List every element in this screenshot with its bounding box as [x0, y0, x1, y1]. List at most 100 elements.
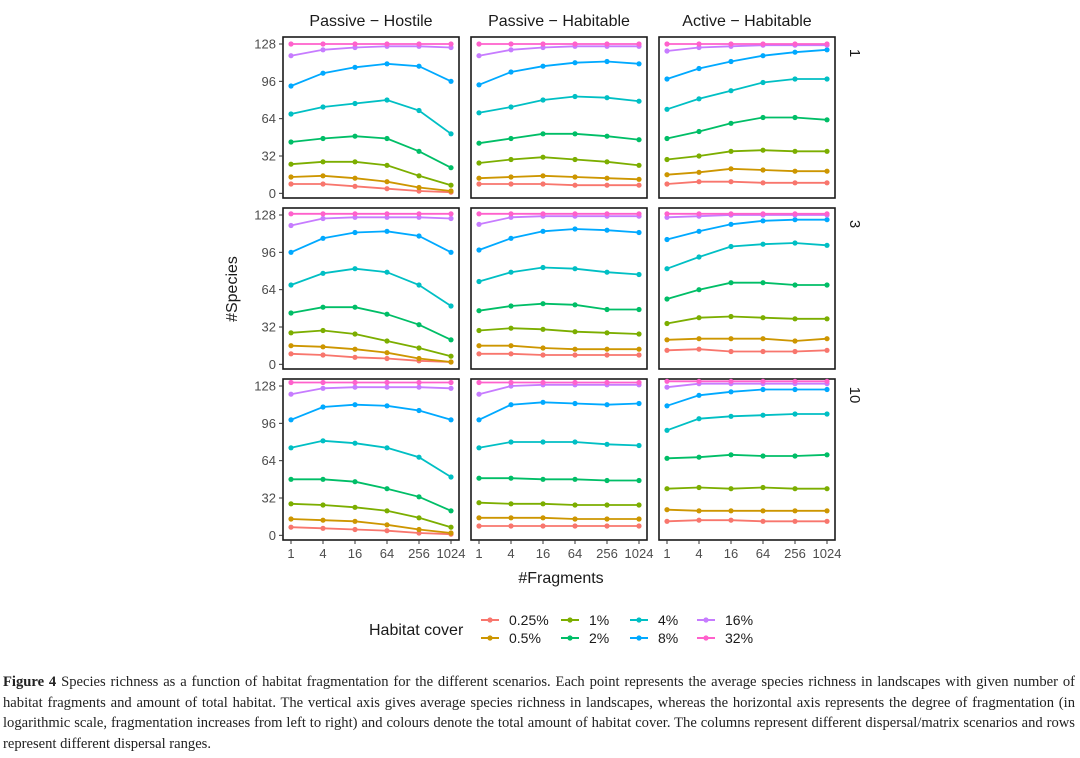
legend-entry-label: 16% [725, 612, 753, 628]
data-point [508, 501, 514, 507]
data-point [540, 515, 546, 521]
data-point [384, 228, 390, 234]
data-point [696, 65, 702, 72]
series-line-16% [290, 386, 452, 396]
figure-caption: Figure 4 Species richness as a function … [3, 672, 1075, 754]
data-point [288, 476, 294, 482]
data-point [792, 282, 798, 288]
data-point [696, 315, 702, 321]
data-point [728, 313, 734, 320]
data-point [448, 524, 454, 530]
data-point [760, 386, 766, 393]
data-point [352, 266, 358, 272]
data-point [476, 515, 482, 521]
data-point [824, 211, 830, 217]
series-line-0.25% [290, 352, 452, 363]
data-point [352, 518, 358, 524]
data-point [824, 347, 830, 353]
data-point [508, 47, 514, 53]
data-point [540, 131, 546, 137]
data-point [416, 526, 422, 533]
data-point [636, 523, 642, 529]
data-point [288, 330, 294, 336]
data-point [448, 379, 454, 386]
data-point [320, 385, 326, 391]
data-point [288, 53, 294, 59]
data-point [728, 452, 734, 458]
series-line-16% [666, 44, 827, 52]
data-point [540, 399, 546, 405]
data-point [664, 403, 670, 409]
y-tick-label: 0 [269, 528, 276, 543]
data-point [320, 270, 326, 276]
y-tick-label: 32 [262, 320, 276, 335]
series-line-1% [666, 149, 827, 161]
data-point [384, 311, 390, 317]
data-point [664, 337, 670, 343]
data-point [288, 516, 294, 522]
data-point [696, 169, 702, 175]
chart-panel [282, 36, 460, 199]
data-point [352, 64, 358, 70]
series-line-0.5% [479, 344, 639, 351]
data-point [664, 48, 670, 54]
data-point [508, 303, 514, 309]
data-point [636, 211, 642, 217]
y-tick-label: 128 [254, 37, 276, 52]
data-point [824, 508, 830, 514]
data-point [792, 453, 798, 459]
chart-panel [282, 207, 460, 370]
x-tick-label: 256 [408, 546, 430, 561]
series-line-0.5% [666, 167, 827, 176]
data-point [636, 271, 642, 278]
data-point [384, 211, 390, 217]
x-tick-label: 16 [348, 546, 362, 561]
series-line-2% [291, 478, 452, 512]
series-line-0.5% [290, 174, 452, 192]
facet-column-label: Active − Habitable [682, 13, 812, 30]
chart-panel [282, 378, 460, 541]
data-point [416, 148, 422, 154]
data-point [320, 47, 326, 53]
data-point [320, 70, 326, 76]
data-point [508, 135, 514, 142]
y-tick-label: 128 [254, 208, 276, 223]
y-axis-title: #Species [224, 256, 241, 322]
data-point [508, 402, 514, 408]
data-point [792, 508, 798, 514]
data-point [476, 308, 482, 314]
data-point [696, 378, 702, 384]
data-point [476, 140, 482, 146]
data-point [664, 384, 670, 390]
series-line-4% [290, 439, 452, 478]
x-tick-label: 1024 [625, 546, 654, 561]
data-point [664, 266, 670, 272]
data-point [416, 454, 422, 460]
data-point [604, 227, 610, 233]
data-point [540, 97, 546, 103]
data-point [352, 159, 358, 165]
data-point [792, 114, 798, 121]
x-tick-label: 16 [724, 546, 738, 561]
data-point [384, 97, 390, 103]
series-line-4% [666, 78, 827, 111]
data-point [604, 306, 610, 313]
data-point [572, 131, 578, 137]
data-point [320, 135, 326, 142]
series-line-2% [666, 453, 828, 460]
data-point [824, 518, 830, 524]
data-point [636, 400, 642, 407]
series-line-8% [666, 48, 828, 80]
data-point [384, 41, 390, 47]
data-point [572, 211, 578, 217]
series-line-2% [478, 132, 640, 145]
data-point [320, 379, 326, 386]
legend-entry-label: 2% [589, 630, 609, 646]
panel-border [658, 378, 836, 541]
series-line-2% [290, 306, 452, 341]
data-point [540, 264, 546, 271]
x-tick-label: 1024 [437, 546, 466, 561]
data-point [572, 439, 578, 445]
data-point [384, 486, 390, 492]
data-point [696, 336, 702, 342]
